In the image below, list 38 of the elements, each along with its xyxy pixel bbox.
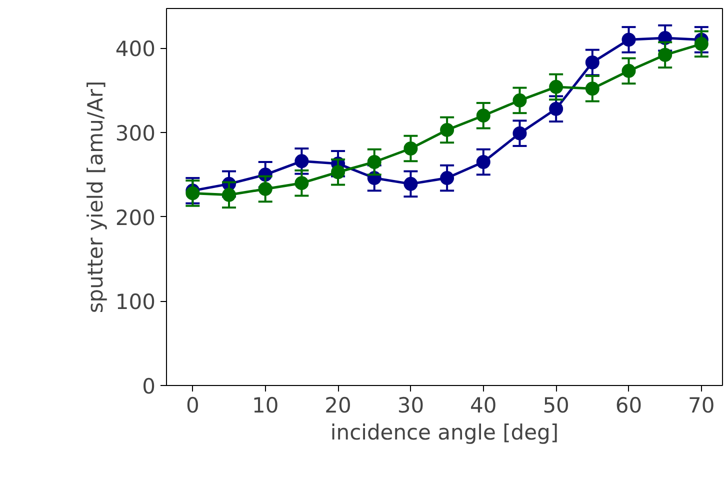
point: [294, 154, 309, 168]
x-tick-label: 70: [688, 394, 715, 418]
point: [622, 32, 636, 47]
point: [404, 176, 418, 191]
y-axis-title: sputter yield [amu/Ar]: [83, 80, 108, 314]
point: [186, 186, 200, 200]
y-tick-label: 0: [142, 374, 156, 398]
x-tick-label: 30: [397, 394, 424, 418]
point: [585, 55, 600, 70]
point: [404, 142, 418, 156]
point: [549, 80, 564, 94]
x-axis-title: incidence angle [deg]: [330, 420, 559, 444]
x-tick-label: 50: [542, 394, 570, 418]
point: [331, 165, 346, 180]
x-tick-label: 20: [324, 394, 352, 418]
point: [258, 182, 272, 196]
x-tick-label: 40: [470, 394, 497, 418]
point: [694, 36, 708, 51]
point: [222, 188, 236, 202]
point: [549, 102, 564, 116]
point: [585, 82, 600, 96]
point: [512, 93, 527, 108]
y-tick-label: 200: [115, 206, 156, 230]
y-tick-label: 400: [115, 37, 156, 62]
x-tick-label: 0: [186, 394, 200, 418]
y-tick-label: 300: [115, 121, 156, 146]
y-tick-label: 100: [115, 290, 156, 314]
point: [440, 122, 454, 137]
point: [512, 126, 527, 140]
point: [476, 108, 490, 123]
point: [622, 64, 636, 78]
point: [476, 155, 490, 169]
point: [658, 48, 672, 62]
point: [294, 176, 309, 190]
point: [367, 155, 382, 169]
x-tick-label: 60: [615, 394, 642, 418]
x-tick-label: 10: [252, 394, 279, 418]
point: [440, 171, 454, 186]
